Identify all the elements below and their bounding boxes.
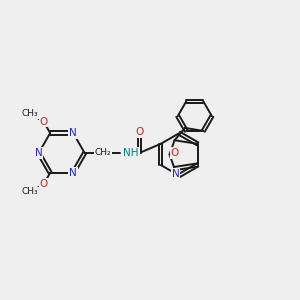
Text: N: N: [69, 168, 77, 178]
Text: N: N: [69, 128, 77, 138]
Text: NH: NH: [124, 148, 139, 158]
Text: N: N: [172, 169, 179, 179]
Text: O: O: [135, 127, 143, 137]
Text: O: O: [39, 117, 48, 127]
Text: CH₃: CH₃: [22, 110, 39, 118]
Text: CH₃: CH₃: [22, 188, 39, 196]
Text: O: O: [171, 148, 179, 158]
Text: CH₂: CH₂: [94, 148, 111, 158]
Text: N: N: [35, 148, 43, 158]
Text: O: O: [39, 179, 48, 189]
